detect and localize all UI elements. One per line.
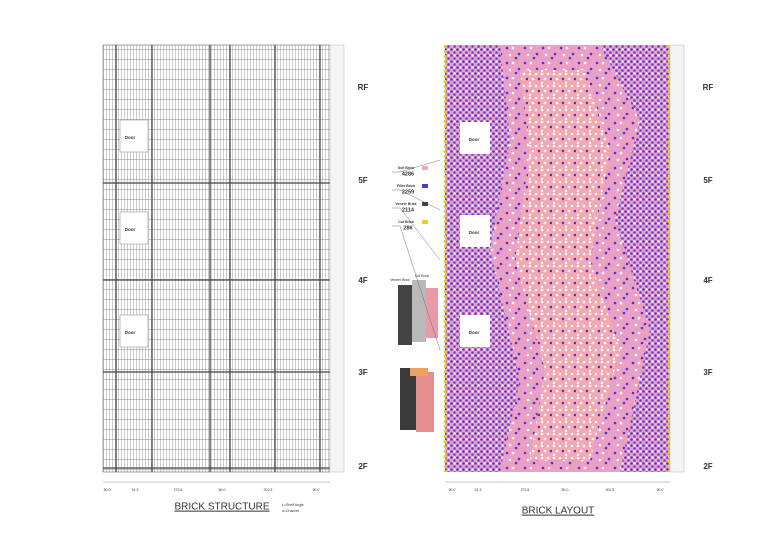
callout: Veneer Brick [390,278,410,282]
layout-title: BRICK LAYOUT [522,506,595,517]
dim-label: 202.5 [264,488,273,492]
door [460,215,490,247]
dim-label: 50.0 [313,488,320,492]
floor-label: 4F [358,276,367,285]
floor-label: 2F [703,462,712,471]
legend-count: 4286 [402,171,414,177]
legend-name: Veneer Brick [395,202,416,206]
floor-label: 5F [703,176,712,185]
floor-label: 3F [703,368,712,377]
level-strip [329,44,345,473]
structure-grid [102,44,331,473]
callout: Cut Brick [415,274,429,278]
legend-name: Soil Brick [398,166,414,170]
legend-swatch [422,202,428,206]
legend-count: 286 [403,225,412,231]
legend-swatch [422,184,428,188]
soil-zone [515,70,620,460]
level-strip [669,44,685,473]
door-label: Door [469,230,480,235]
floor-label: 5F [358,176,367,185]
structure-columns [115,45,321,472]
note: d=Channel [282,509,299,513]
legend-name: Filler Brick [397,184,415,188]
dim-label: 50.0 [449,488,456,492]
door-label: Door [125,227,136,232]
door-label: Door [125,330,136,335]
door [460,315,490,347]
dim-label: 50.0 [219,488,226,492]
door [119,119,149,153]
dim-label: 272.5 [174,488,183,492]
dim-label: 91.3 [475,488,482,492]
dim-label: 202.5 [606,488,615,492]
door-label: Door [469,330,480,335]
legend-count: 2259 [402,189,414,195]
dim-label: 91.3 [132,488,139,492]
door [119,211,149,245]
structure-title: BRICK STRUCTURE [174,502,269,513]
dim-label: 50.0 [562,488,569,492]
floor-label: 3F [358,368,367,377]
door-label: Door [469,137,480,142]
floor-lines [103,182,330,469]
floor-label: 2F [358,462,367,471]
legend-count: 2114 [402,207,415,213]
door [119,314,149,348]
floor-label: RF [358,83,369,92]
legend-name: Cut Brick [398,220,414,224]
legend-swatch [422,166,428,170]
detail-1 [398,280,438,345]
legend-swatch [422,220,428,224]
door [460,122,490,154]
dim-label: 272.5 [521,488,530,492]
detail-2 [400,368,434,432]
floor-label: RF [703,83,714,92]
floor-label: 4F [703,276,712,285]
note: L=Shelf Angle [282,503,304,507]
dim-label: 50.0 [104,488,111,492]
door-label: Door [125,135,136,140]
dim-label: 50.0 [657,488,664,492]
